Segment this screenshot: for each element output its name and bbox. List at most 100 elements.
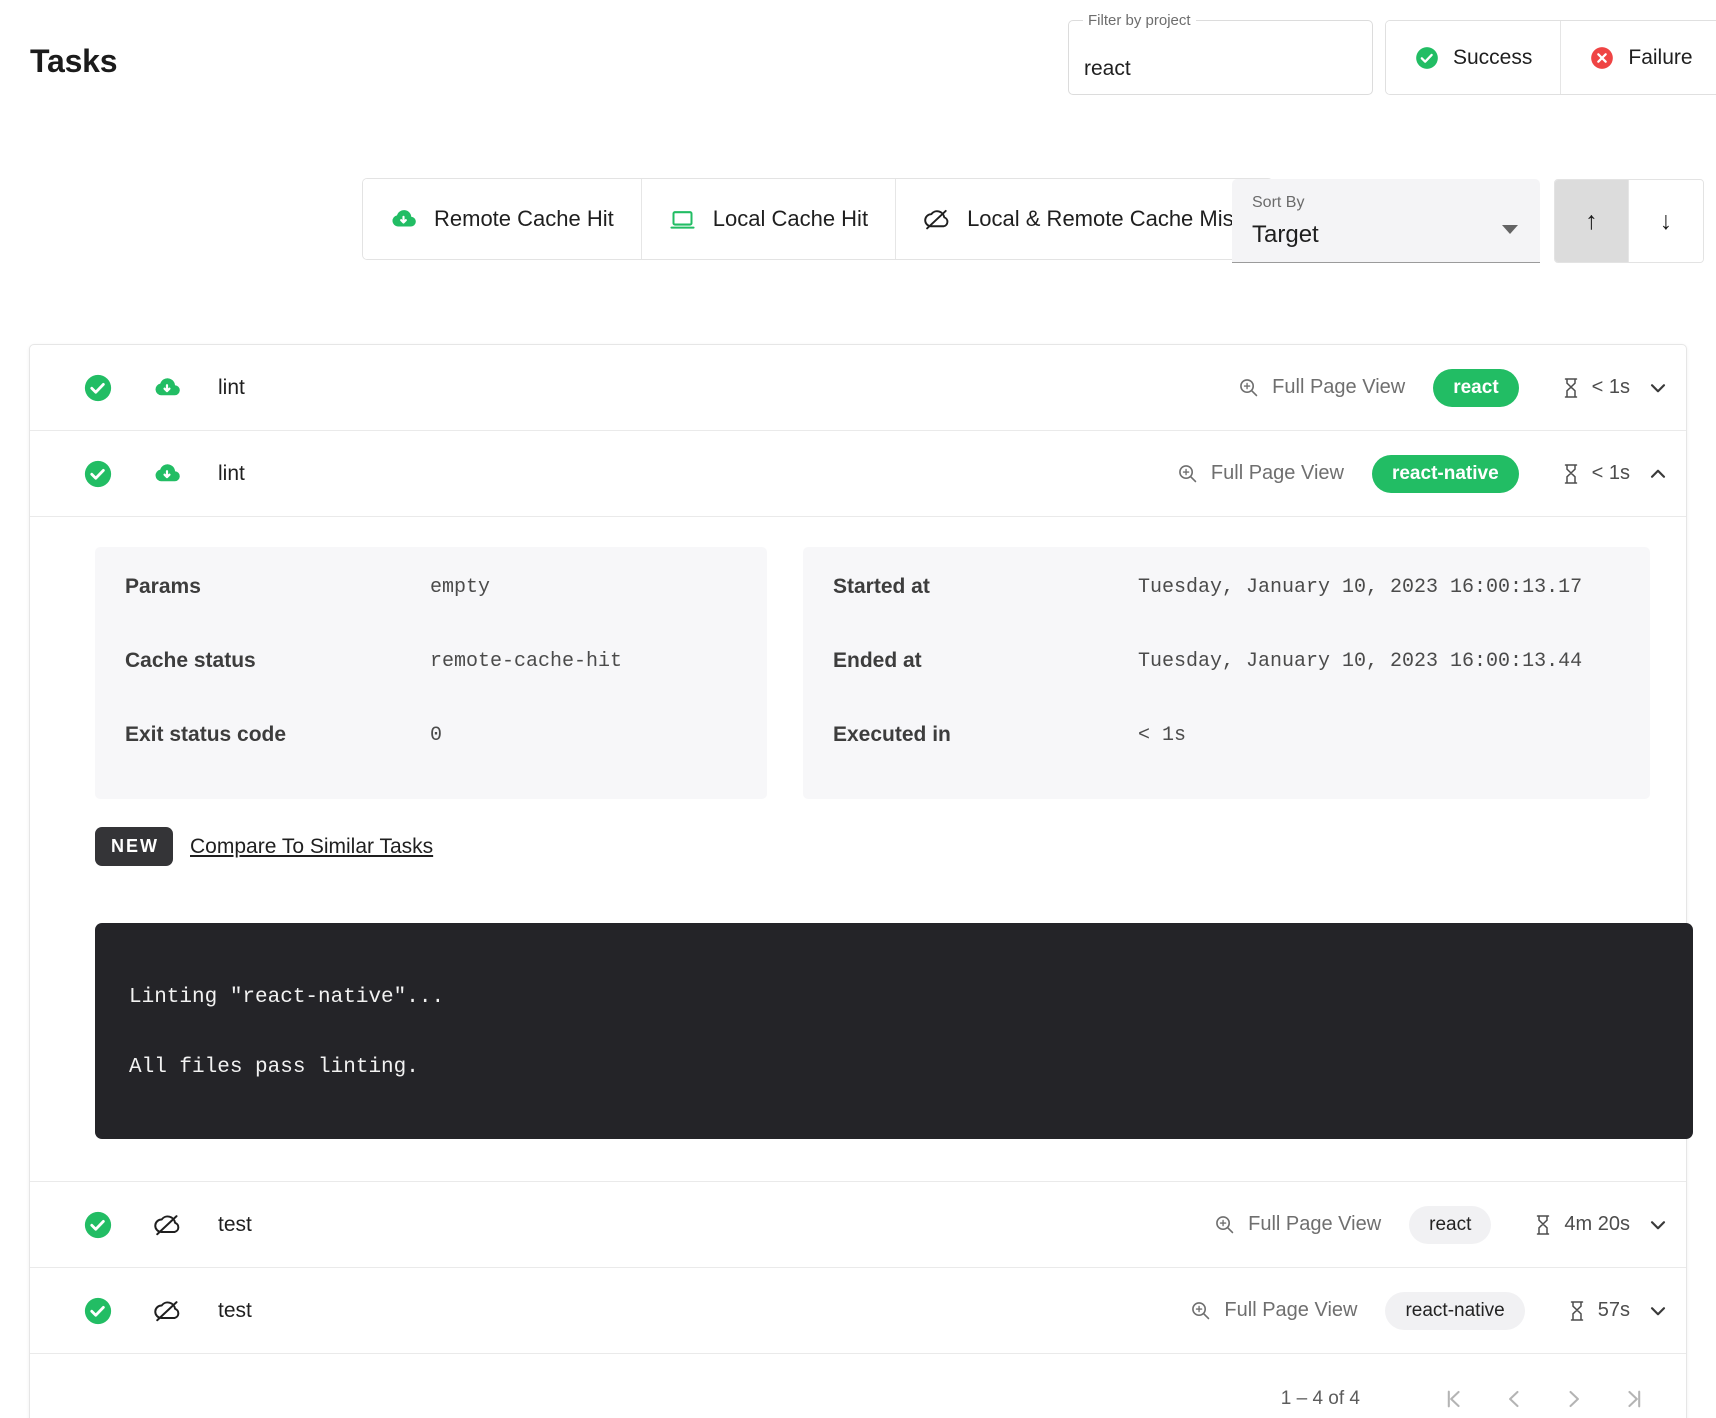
remote-cache-hit-button[interactable]: Remote Cache Hit: [363, 179, 642, 259]
hourglass-icon: [1567, 1300, 1587, 1322]
project-chip[interactable]: react: [1433, 368, 1519, 407]
table-row[interactable]: test Full Page View react: [30, 1182, 1686, 1268]
search-zoom-icon: [1189, 1299, 1212, 1322]
sort-ascending-button[interactable]: ↑: [1555, 180, 1629, 262]
expand-row-chevron-down-icon[interactable]: [1630, 1298, 1686, 1324]
project-chip[interactable]: react-native: [1371, 454, 1519, 493]
detail-key: Ended at: [833, 649, 922, 672]
task-row-right: Full Page View react 4m 20s: [1213, 1182, 1686, 1267]
task-details-grid: Params empty Cache status remote-cache-h…: [30, 517, 1686, 799]
cloud-download-icon: [390, 206, 417, 233]
table-row[interactable]: lint Full Page View react: [30, 345, 1686, 431]
first-page-icon[interactable]: [1424, 1369, 1484, 1418]
task-duration: < 1s: [1561, 376, 1630, 399]
check-circle-icon: [1414, 45, 1440, 71]
detail-key: Started at: [833, 575, 930, 598]
table-row[interactable]: test Full Page View react-native: [30, 1268, 1686, 1354]
check-circle-icon: [83, 373, 113, 403]
table-row[interactable]: lint Full Page View react-native: [30, 431, 1686, 517]
hourglass-icon: [1561, 463, 1581, 485]
chevron-down-icon: [1502, 225, 1518, 234]
filter-by-project-input[interactable]: react: [1084, 57, 1131, 80]
cloud-off-icon: [923, 206, 950, 233]
detail-value: Tuesday, January 10, 2023 16:00:13.17: [1138, 576, 1583, 599]
task-name: lint: [218, 375, 245, 399]
task-duration: 57s: [1567, 1299, 1630, 1322]
detail-key: Cache status: [125, 649, 256, 672]
full-page-view-label: Full Page View: [1272, 376, 1406, 398]
sort-by-value: Target: [1252, 221, 1319, 248]
full-page-view-link[interactable]: Full Page View: [1213, 1213, 1381, 1236]
search-zoom-icon: [1176, 462, 1199, 485]
expand-row-chevron-down-icon[interactable]: [1630, 375, 1686, 401]
check-circle-icon: [83, 459, 113, 489]
page-header: Tasks Filter by project react Success: [0, 0, 1716, 104]
next-page-icon[interactable]: [1544, 1369, 1604, 1418]
laptop-icon: [669, 206, 696, 233]
task-row-left: lint: [30, 373, 245, 403]
full-page-view-link[interactable]: Full Page View: [1237, 376, 1405, 399]
full-page-view-label: Full Page View: [1248, 1213, 1382, 1235]
previous-page-icon[interactable]: [1484, 1369, 1544, 1418]
detail-key: Exit status code: [125, 723, 287, 746]
detail-row: Started at Tuesday, January 10, 2023 16:…: [833, 573, 1620, 647]
terminal-line: Linting "react-native"...: [129, 986, 445, 1009]
last-page-icon[interactable]: [1604, 1369, 1664, 1418]
collapse-row-chevron-up-icon[interactable]: [1630, 461, 1686, 487]
task-row-right: Full Page View react < 1s: [1237, 345, 1686, 430]
new-badge: NEW: [95, 827, 173, 866]
detail-row: Ended at Tuesday, January 10, 2023 16:00…: [833, 647, 1620, 721]
arrow-down-icon: ↓: [1659, 206, 1673, 235]
check-circle-icon: [83, 1296, 113, 1326]
task-duration-label: 4m 20s: [1564, 1213, 1630, 1235]
success-filter-label: Success: [1453, 45, 1533, 69]
remote-cache-hit-label: Remote Cache Hit: [434, 206, 614, 231]
detail-value: 0: [430, 724, 443, 747]
task-duration: < 1s: [1561, 462, 1630, 485]
detail-value: Tuesday, January 10, 2023 16:00:13.44: [1138, 650, 1583, 673]
task-duration: 4m 20s: [1533, 1213, 1630, 1236]
task-name: lint: [218, 461, 245, 485]
detail-value: remote-cache-hit: [430, 650, 623, 673]
compare-to-similar-tasks-link[interactable]: Compare To Similar Tasks: [190, 834, 434, 858]
full-page-view-label: Full Page View: [1210, 462, 1344, 484]
sort-by-select[interactable]: Sort By Target: [1232, 179, 1540, 263]
status-filter-group: Success Failure: [1385, 20, 1716, 95]
project-chip[interactable]: react: [1409, 1205, 1492, 1244]
task-name: test: [218, 1212, 252, 1236]
cloud-download-icon: [153, 373, 181, 403]
terminal-blank-line: [129, 1016, 1693, 1050]
full-page-view-link[interactable]: Full Page View: [1189, 1299, 1357, 1322]
expand-row-chevron-down-icon[interactable]: [1630, 1212, 1686, 1238]
success-filter-button[interactable]: Success: [1386, 21, 1562, 94]
full-page-view-link[interactable]: Full Page View: [1176, 462, 1344, 485]
local-cache-hit-button[interactable]: Local Cache Hit: [641, 179, 897, 259]
task-params-box: Params empty Cache status remote-cache-h…: [95, 547, 767, 799]
task-duration-label: 57s: [1597, 1299, 1630, 1321]
filter-by-project-label: Filter by project: [1083, 11, 1196, 31]
detail-value: empty: [430, 576, 491, 599]
task-row-left: lint: [30, 459, 245, 489]
cloud-off-icon: [153, 1295, 181, 1327]
local-cache-hit-label: Local Cache Hit: [712, 206, 869, 231]
details-spacer: [30, 1139, 1686, 1181]
failure-filter-label: Failure: [1628, 45, 1693, 69]
arrow-up-icon: ↑: [1585, 206, 1598, 235]
task-name: test: [218, 1298, 252, 1322]
task-row-left: test: [30, 1295, 252, 1327]
task-duration-label: < 1s: [1591, 376, 1630, 398]
sort-descending-button[interactable]: ↓: [1629, 180, 1703, 262]
task-duration-label: < 1s: [1591, 462, 1630, 484]
cloud-download-icon: [153, 459, 181, 489]
full-page-view-label: Full Page View: [1224, 1299, 1358, 1321]
sort-direction-group: ↑ ↓: [1554, 179, 1704, 263]
filter-by-project-field[interactable]: Filter by project react: [1068, 11, 1373, 95]
task-details-panel: Params empty Cache status remote-cache-h…: [30, 517, 1693, 1182]
cloud-off-icon: [153, 1209, 181, 1241]
failure-filter-button[interactable]: Failure: [1561, 21, 1716, 94]
local-remote-cache-miss-button[interactable]: Local & Remote Cache Miss: [896, 179, 1272, 259]
detail-row: Exit status code 0: [125, 721, 737, 773]
error-circle-icon: [1589, 45, 1615, 71]
project-chip[interactable]: react-native: [1385, 1291, 1525, 1330]
